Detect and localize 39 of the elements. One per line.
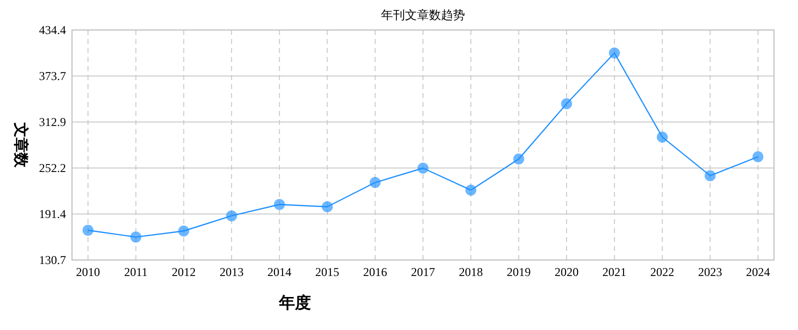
x-tick-label: 2019: [506, 265, 531, 279]
point: [130, 232, 142, 243]
point: [82, 224, 94, 236]
y-tick-label: 373.7: [39, 69, 66, 84]
y-axis-title: 文章数: [12, 122, 30, 168]
x-tick-label: 2012: [172, 265, 196, 279]
point: [704, 170, 716, 182]
x-tick-label: 2015: [315, 265, 340, 279]
point: [178, 225, 190, 236]
x-tick-label: 2020: [554, 265, 579, 279]
y-tick-label: 130.7: [39, 253, 66, 268]
x-tick-label: 2023: [698, 265, 722, 279]
y-tick-label: 191.4: [39, 207, 66, 222]
point: [226, 210, 238, 222]
point: [513, 154, 524, 165]
point: [561, 98, 572, 110]
x-axis-title: 年度: [278, 293, 311, 312]
point: [752, 151, 764, 162]
y-tick-label: 252.2: [39, 161, 66, 176]
x-tick-label: 2010: [76, 265, 100, 279]
x-tick-label: 2014: [267, 265, 292, 279]
x-tick-label: 2024: [746, 265, 770, 279]
point: [322, 201, 333, 212]
point: [370, 177, 381, 188]
x-tick-label: 2018: [458, 265, 483, 279]
y-tick-label: 434.4: [39, 23, 66, 38]
point: [418, 162, 428, 174]
x-tick-label: 2017: [411, 265, 435, 279]
x-tick-label: 2013: [220, 265, 244, 279]
x-tick-label: 2011: [124, 265, 148, 279]
chart-title: 年刊文章数趋势: [381, 8, 465, 22]
x-tick-label: 2022: [650, 265, 674, 279]
point: [465, 184, 476, 196]
y-tick-label: 312.9: [39, 115, 66, 130]
point: [656, 132, 668, 143]
x-tick-label: 2016: [363, 265, 388, 279]
x-tick-label: 2021: [602, 265, 626, 279]
point: [274, 198, 285, 210]
point: [608, 48, 620, 59]
